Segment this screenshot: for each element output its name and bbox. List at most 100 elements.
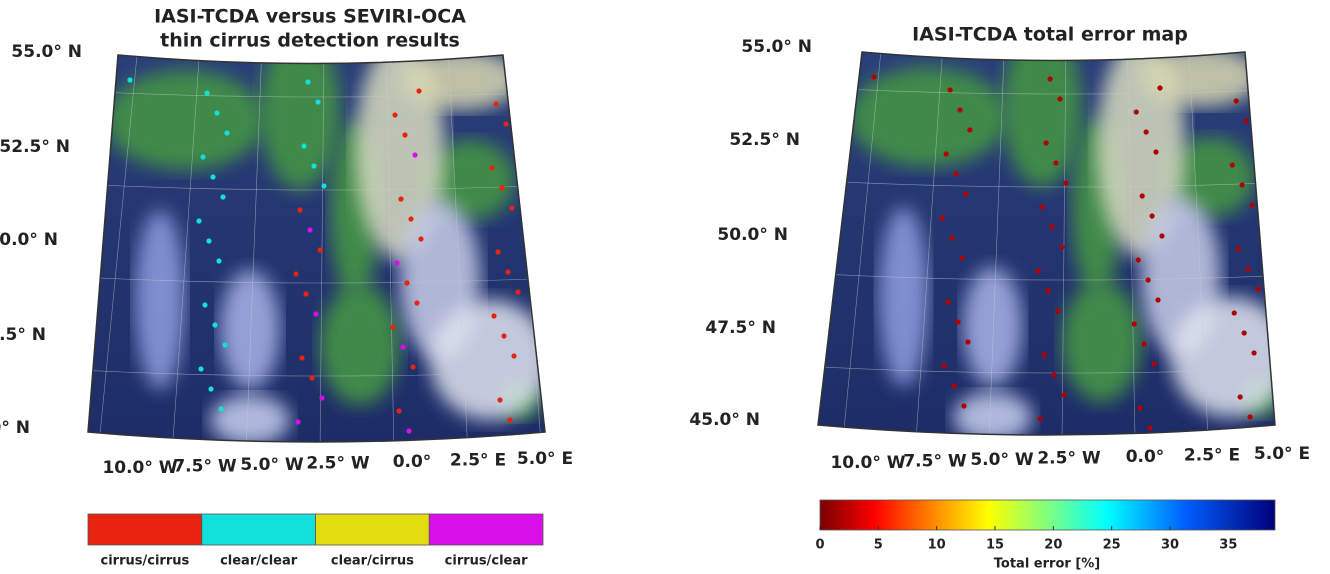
lat-label: 55.0° N	[11, 42, 82, 62]
marker	[202, 302, 207, 307]
legend-label: clear/clear	[220, 554, 298, 569]
legend-swatch	[88, 514, 202, 545]
marker	[1132, 321, 1137, 326]
land	[849, 67, 1007, 167]
marker	[948, 87, 953, 92]
marker	[216, 258, 221, 263]
cloud	[963, 267, 1022, 387]
colorbar-tick-label: 10	[928, 538, 946, 553]
marker	[315, 99, 320, 104]
lat-label: 47.5° N	[0, 325, 46, 345]
marker	[414, 300, 419, 305]
marker	[208, 386, 213, 391]
marker	[1063, 180, 1068, 185]
marker	[499, 185, 504, 190]
marker	[400, 344, 405, 349]
marker	[396, 408, 401, 413]
colorbar-tick-label: 25	[1103, 538, 1121, 553]
lon-label: 10.0° W	[102, 458, 177, 478]
lat-label: 50.0° N	[0, 230, 58, 250]
lat-label: 52.5° N	[729, 130, 800, 150]
marker	[1153, 149, 1158, 154]
marker	[961, 403, 966, 408]
cloud	[879, 207, 929, 387]
lon-label: 0.0°	[1126, 447, 1165, 467]
lon-label: 5.0° E	[517, 449, 573, 469]
legend-swatch	[202, 514, 316, 545]
marker	[509, 205, 514, 210]
marker	[214, 110, 219, 115]
marker	[1240, 182, 1245, 187]
marker	[317, 247, 322, 252]
marker	[507, 417, 512, 422]
marker	[489, 165, 494, 170]
marker	[200, 154, 205, 159]
marker	[946, 299, 951, 304]
marker	[198, 366, 203, 371]
marker	[204, 90, 209, 95]
map	[58, 30, 598, 469]
marker	[1238, 394, 1243, 399]
marker	[965, 339, 970, 344]
marker	[218, 406, 223, 411]
colorbar-tick-label: 5	[874, 538, 883, 553]
marker	[305, 79, 310, 84]
marker	[303, 291, 308, 296]
marker	[412, 152, 417, 157]
marker	[408, 216, 413, 221]
marker	[293, 271, 298, 276]
marker	[402, 132, 407, 137]
marker	[307, 227, 312, 232]
marker	[1151, 361, 1156, 366]
marker	[311, 163, 316, 168]
marker	[1138, 405, 1143, 410]
marker	[957, 107, 962, 112]
marker	[505, 269, 510, 274]
marker	[963, 191, 968, 196]
marker	[1159, 233, 1164, 238]
marker	[299, 355, 304, 360]
lon-label: 5.0° W	[970, 450, 1034, 470]
marker	[1147, 425, 1152, 430]
figure: IASI-TCDA versus SEVIRI-OCAthin cirrus d…	[0, 0, 1330, 574]
colorbar	[820, 500, 1275, 530]
cloud	[1171, 297, 1290, 417]
colorbar-tick-label: 30	[1161, 538, 1179, 553]
marker	[1244, 118, 1249, 123]
marker	[1149, 213, 1154, 218]
marker	[1255, 286, 1260, 291]
marker	[949, 235, 954, 240]
lon-label: 7.5° W	[173, 457, 237, 477]
marker	[1146, 277, 1151, 282]
marker	[1049, 224, 1054, 229]
marker	[511, 353, 516, 358]
marker	[1046, 288, 1051, 293]
lon-label: 7.5° W	[903, 452, 967, 472]
marker	[1057, 96, 1062, 101]
marker	[210, 174, 215, 179]
marker	[1155, 297, 1160, 302]
legend-label: clear/cirrus	[331, 554, 414, 569]
lat-label: 50.0° N	[717, 225, 788, 245]
cloud	[135, 210, 185, 390]
marker	[953, 171, 958, 176]
panel-title: thin cirrus detection results	[160, 30, 460, 52]
marker	[1251, 350, 1256, 355]
marker	[1055, 308, 1060, 313]
land	[105, 70, 265, 170]
marker	[196, 218, 201, 223]
marker	[297, 207, 302, 212]
marker	[398, 196, 403, 201]
colorbar-tick-label: 20	[1044, 538, 1062, 553]
marker	[309, 375, 314, 380]
land	[260, 30, 340, 190]
marker	[418, 236, 423, 241]
lon-label: 10.0° W	[830, 453, 905, 473]
marker	[503, 121, 508, 126]
marker	[491, 313, 496, 318]
marker	[1232, 310, 1237, 315]
marker	[501, 333, 506, 338]
marker	[1157, 85, 1162, 90]
lon-label: 2.5° E	[1184, 446, 1240, 466]
legend-label: cirrus/cirrus	[101, 554, 190, 569]
